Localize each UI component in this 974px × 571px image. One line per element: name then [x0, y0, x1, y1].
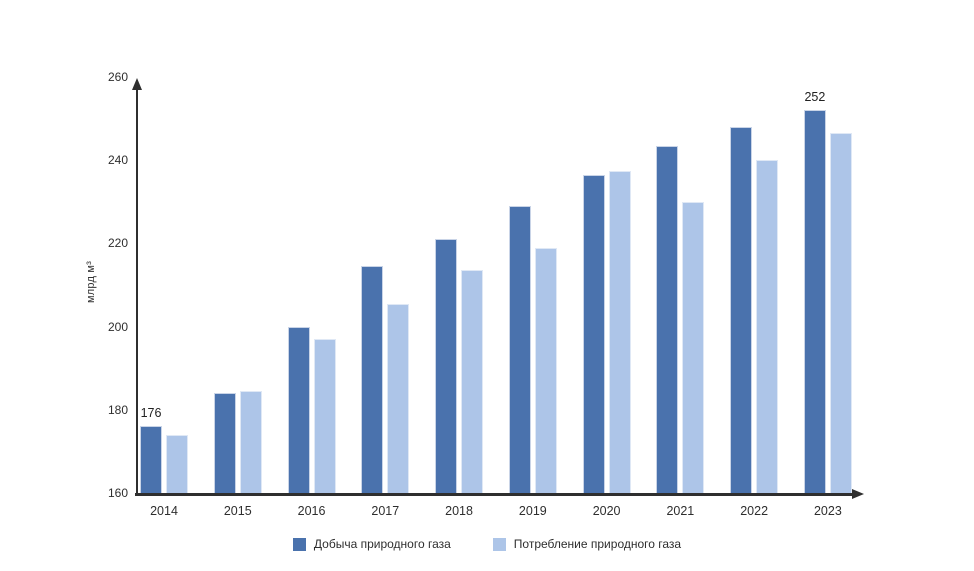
- x-axis-arrow-icon: [852, 489, 864, 499]
- bar-series0-2018: [435, 239, 458, 493]
- bar-series0-2017: [361, 266, 384, 493]
- bar-group-2018: 2018: [435, 77, 484, 518]
- legend-item-series0: Добыча природного газа: [292, 537, 451, 551]
- bar-value-label: 252: [804, 90, 826, 105]
- bar-series1-2022: [756, 160, 779, 493]
- bar-group-2022: 2022: [730, 77, 779, 518]
- plot-area: 2014 176 2015 2016 2017 2018 2019 2020 2021 2022 2…: [140, 77, 852, 518]
- x-tick-label-2015: 2015: [223, 504, 252, 518]
- legend-item-series1: Потребление природного газа: [492, 537, 682, 551]
- bar-series0-2022: [730, 126, 753, 493]
- x-tick-label-2019: 2019: [518, 504, 547, 518]
- bar-series1-2017: [387, 303, 410, 493]
- y-axis-title: млрд м³: [85, 261, 97, 303]
- legend-swatch: [492, 537, 506, 551]
- y-tick-label: 220: [107, 236, 128, 251]
- y-tick-label: 180: [107, 402, 128, 417]
- bar-series0-2016: [287, 326, 310, 493]
- y-tick-label: 200: [107, 319, 128, 334]
- legend-label: Потребление природного газа: [513, 537, 682, 551]
- legend-label: Добыча природного газа: [313, 537, 451, 551]
- bar-series1-2023: [829, 133, 852, 493]
- bar-series0-2014: [140, 426, 162, 493]
- bar-group-2016: 2016: [287, 77, 336, 518]
- x-tick-label-2014: 2014: [150, 504, 178, 518]
- y-axis-arrow-icon: [132, 78, 142, 90]
- bar-group-2014: 2014 176: [140, 77, 188, 518]
- legend: Добыча природного газа Потребление природ…: [0, 537, 974, 551]
- bar-group-2023: 2023 252: [803, 77, 852, 518]
- bar-group-2021: 2021: [656, 77, 705, 518]
- bar-group-2015: 2015: [213, 77, 262, 518]
- bar-series1-2016: [313, 339, 336, 493]
- bar-series0-2020: [582, 174, 605, 493]
- legend-swatch: [292, 537, 306, 551]
- bar-series1-2018: [461, 270, 484, 493]
- x-tick-label-2016: 2016: [297, 504, 326, 518]
- y-axis-line: [136, 88, 138, 494]
- x-tick-label-2023: 2023: [813, 504, 842, 518]
- bar-group-2020: 2020: [582, 77, 631, 518]
- bar-series1-2019: [534, 247, 557, 493]
- bar-series0-2015: [213, 393, 236, 493]
- y-tick-label: 160: [107, 486, 128, 500]
- bar-series0-2019: [508, 205, 531, 493]
- bar-series0-2021: [656, 145, 679, 493]
- bar-series1-2021: [682, 201, 705, 493]
- bar-series1-2015: [239, 391, 262, 493]
- x-tick-label-2022: 2022: [740, 504, 769, 518]
- bar-series1-2014: [166, 434, 188, 493]
- x-tick-label-2020: 2020: [592, 504, 621, 518]
- bar-group-2017: 2017: [361, 77, 410, 518]
- y-tick-label: 260: [107, 70, 128, 84]
- x-axis-line: [135, 493, 853, 496]
- bar-series1-2020: [608, 170, 631, 493]
- x-tick-label-2017: 2017: [371, 504, 400, 518]
- x-tick-label-2021: 2021: [666, 504, 695, 518]
- x-tick-label-2018: 2018: [445, 504, 473, 518]
- bar-value-label: 176: [140, 406, 162, 421]
- y-tick-label: 240: [107, 153, 128, 168]
- bar-series0-2023: [803, 110, 826, 493]
- bar-group-2019: 2019: [508, 77, 557, 518]
